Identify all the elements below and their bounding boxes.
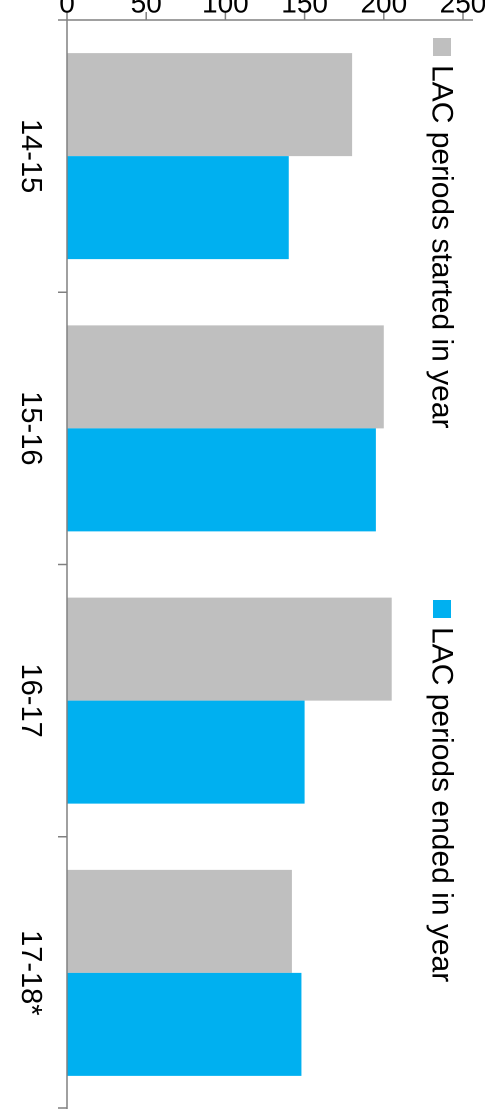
bar-group [66,53,392,1076]
bar-started-16-17 [67,597,392,701]
legend: LAC periods started in year LAC periods e… [426,38,459,982]
y-tick-label: 200 [360,0,407,19]
bar-ended-14-15 [67,156,289,260]
y-tick-label: 0 [59,0,75,19]
bar-started-14-15 [67,53,353,157]
bar-started-17-18* [67,869,292,973]
x-tick-labels: 14-15 15-16 16-17 17-18* [15,119,47,1016]
y-tick-label: 100 [202,0,249,19]
x-tick-label: 15-16 [15,391,47,465]
y-tick-labels: 0 50 100 150 200 250 [59,0,485,19]
y-tick-label: 150 [281,0,328,19]
bar-started-15-16 [67,325,384,429]
y-tick-label: 50 [131,0,162,19]
x-tick-label: 14-15 [15,119,47,193]
legend-swatch-ended [433,600,451,618]
y-tick-label: 250 [440,0,485,19]
axes [58,12,473,1109]
bar-ended-17-18* [67,972,302,1076]
legend-label-started: LAC periods started in year [426,65,459,429]
bar-ended-16-17 [67,700,305,804]
legend-label-ended: LAC periods ended in year [426,627,459,982]
x-tick-label: 17-18* [15,930,47,1015]
legend-swatch-started [433,38,451,56]
x-tick-label: 16-17 [15,664,47,738]
bar-ended-15-16 [66,428,376,532]
